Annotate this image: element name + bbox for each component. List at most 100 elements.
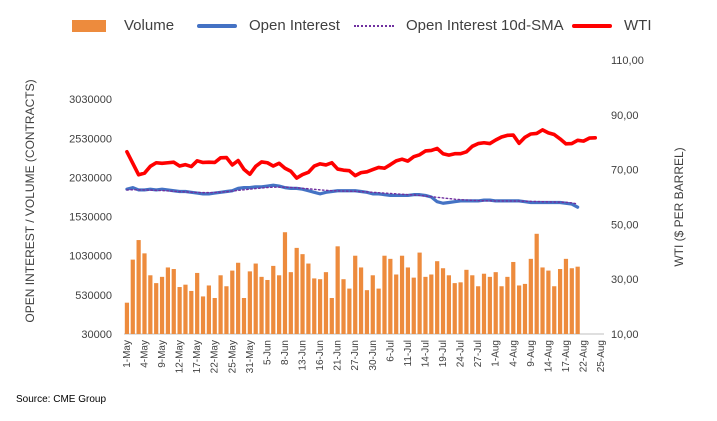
left-tick-label: 3030000 (69, 94, 112, 106)
volume-bar (429, 274, 434, 334)
x-tick-label: 16-Jun (315, 340, 326, 371)
left-tick-label: 30000 (81, 329, 112, 341)
volume-bar (271, 265, 276, 334)
volume-bar (212, 297, 217, 334)
volume-bar (364, 290, 370, 334)
volume-bar (183, 284, 188, 334)
volume-bar (353, 255, 358, 334)
y-axis-title-left: OPEN INTEREST / VOLUME (CONTRACTS) (23, 79, 37, 322)
legend-sma-label: Open Interest 10d-SMA (406, 17, 564, 34)
volume-bar (241, 297, 247, 334)
left-tick-label: 530000 (75, 290, 112, 302)
volume-bar (347, 288, 352, 334)
y-axis-title-right: WTI ($ PER BARREL) (672, 147, 686, 266)
volume-bar (259, 276, 264, 334)
x-tick-label: 9-Aug (526, 340, 537, 367)
volume-bar (177, 287, 182, 334)
volume-bar (312, 278, 317, 334)
volume-bar (335, 246, 340, 334)
x-tick-label: 9-May (157, 340, 168, 368)
volume-bar (557, 269, 563, 334)
volume-bar (476, 286, 481, 334)
legend-item-open-interest: Open Interest (197, 17, 340, 34)
volume-bar (376, 288, 381, 334)
volume-bar (265, 279, 270, 334)
volume-bar (247, 271, 252, 334)
right-tick-label: 70,00 (611, 165, 639, 177)
volume-bar (317, 279, 323, 334)
volume-bar (417, 252, 422, 334)
volume-bar (200, 296, 206, 334)
left-tick-label: 1530000 (69, 212, 112, 224)
legend-wti-label: WTI (624, 17, 652, 34)
volume-bar (253, 263, 258, 334)
open-interest-line (125, 183, 580, 209)
volume-bar (329, 297, 334, 334)
volume-bar (159, 276, 165, 334)
volume-bar (294, 247, 299, 334)
volume-bar (136, 240, 141, 334)
left-tick-label: 2030000 (69, 172, 112, 184)
volume-bar (130, 259, 135, 334)
volume-bar (440, 268, 446, 334)
volume-bar (189, 290, 194, 334)
x-tick-label: 25-May (227, 340, 238, 373)
volume-bar (540, 267, 545, 334)
legend-sma-swatch (354, 24, 394, 27)
volume-bar (282, 232, 288, 334)
volume-bar (446, 275, 451, 334)
volume-bar (171, 269, 176, 334)
right-tick-label: 90,00 (611, 110, 639, 122)
legend-volume-label: Volume (124, 17, 175, 34)
volume-bar (575, 266, 580, 334)
volume-bar (487, 276, 492, 334)
x-tick-label: 12-May (175, 340, 186, 373)
volume-bar (399, 255, 405, 334)
volume-bar (165, 267, 171, 334)
volume-bar (464, 269, 469, 334)
volume-bar (511, 261, 516, 334)
volume-bar (288, 272, 293, 334)
x-tick-label: 6-Jul (385, 340, 396, 362)
x-tick-label: 17-Aug (561, 340, 572, 372)
x-tick-label: 4-May (139, 340, 150, 368)
volume-bar (569, 268, 574, 334)
x-tick-label: 30-Jun (368, 340, 379, 371)
legend-item-sma: Open Interest 10d-SMA (354, 17, 564, 34)
volume-bar (534, 233, 539, 334)
volume-bar (323, 272, 329, 334)
right-tick-label: 110,00 (611, 55, 644, 67)
volume-bar (148, 275, 153, 334)
x-tick-label: 11-Jul (403, 340, 414, 367)
volume-bar (493, 272, 498, 334)
legend: Volume Open Interest Open Interest 10d-S… (0, 17, 717, 39)
x-tick-label: 25-Aug (596, 340, 607, 372)
x-tick-label: 22-Aug (579, 340, 590, 372)
volume-bar (423, 276, 428, 334)
wti-line (125, 128, 598, 180)
x-tick-label: 21-Jun (333, 340, 344, 371)
volume-bar (154, 283, 159, 334)
legend-open-interest-label: Open Interest (249, 17, 340, 34)
volume-bar (382, 255, 387, 334)
volume-bar (370, 275, 375, 334)
volume-bar (206, 285, 211, 334)
x-tick-label: 8-Jun (280, 340, 291, 365)
volume-bar (411, 277, 416, 334)
volume-bar (358, 267, 364, 334)
x-tick-label: 14-Aug (543, 340, 554, 372)
right-tick-label: 10,00 (611, 329, 639, 341)
left-tick-label: 2530000 (69, 133, 112, 145)
volume-bar (124, 302, 130, 334)
volume-bar (195, 272, 200, 334)
volume-bar (528, 258, 533, 334)
x-tick-label: 13-Jun (298, 340, 309, 371)
legend-open-interest-swatch (197, 23, 237, 28)
x-tick-label: 4-Aug (508, 340, 519, 367)
source-note: Source: CME Group (16, 394, 107, 405)
volume-bar (470, 275, 475, 334)
x-tick-label: 24-Jul (456, 340, 467, 367)
legend-volume-swatch (72, 19, 106, 32)
